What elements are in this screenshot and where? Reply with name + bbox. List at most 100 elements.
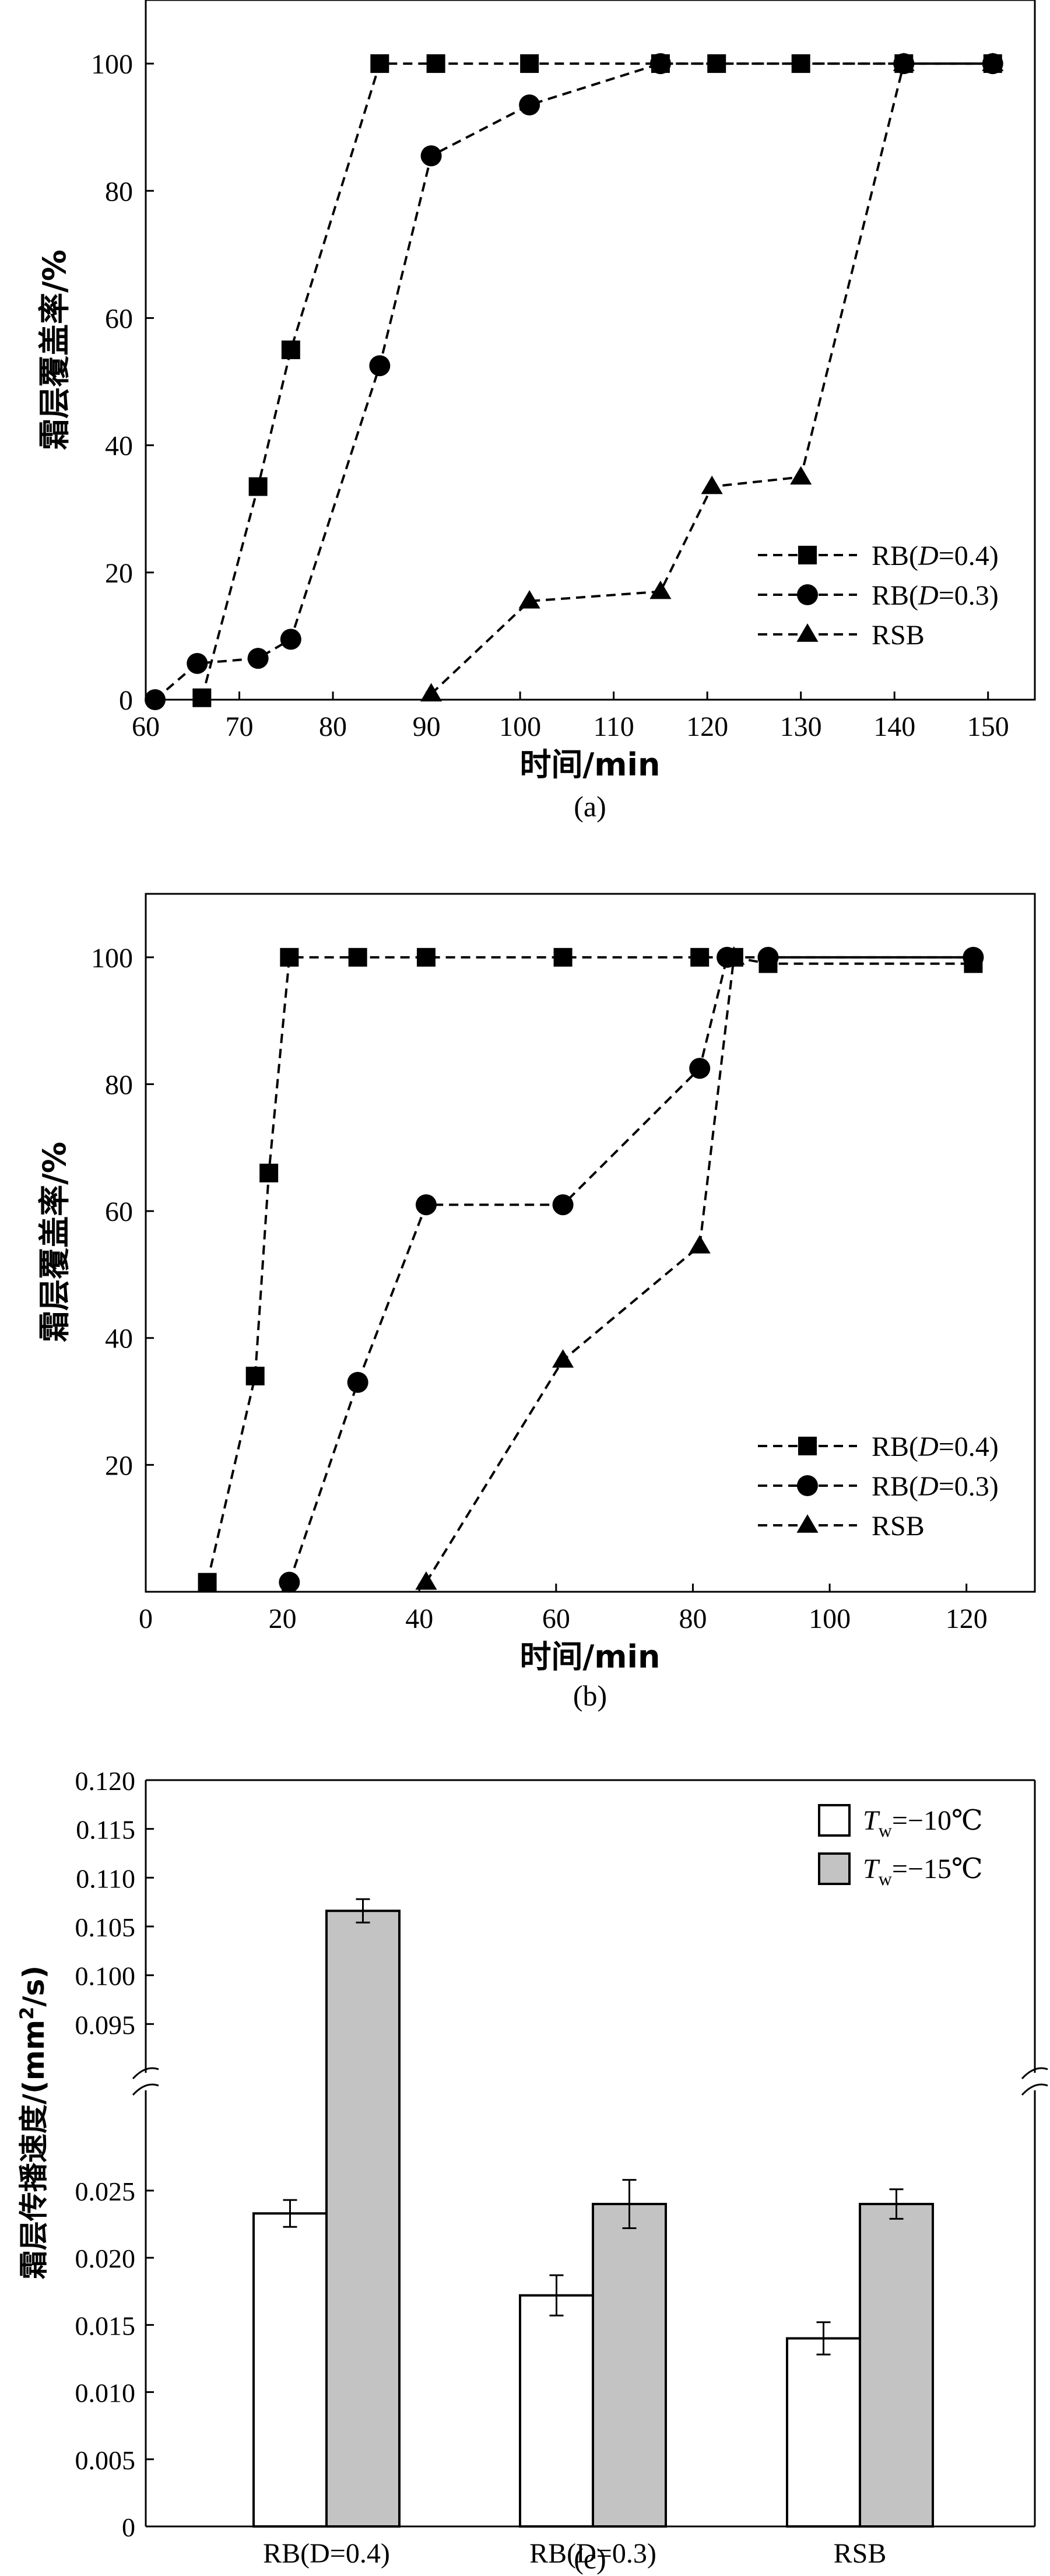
panel-a-legend: RB(D=0.4) RB(D=0.3) RSB xyxy=(758,541,999,651)
x-tick-label: RSB xyxy=(834,2538,887,2569)
panel-c-bars xyxy=(252,1898,934,2528)
data-point-triangle xyxy=(552,1349,574,1368)
data-point-square xyxy=(259,1163,279,1182)
axis-break-mark xyxy=(132,2067,159,2080)
legend-label-tw15: Tw=−15℃ xyxy=(863,1854,983,1889)
panel-a-x-axis-title: 时间/min xyxy=(520,746,661,783)
legend-label-square: RB(D=0.4) xyxy=(872,541,999,571)
data-point-circle xyxy=(552,1194,574,1216)
data-point-square xyxy=(198,1573,217,1592)
data-point-square xyxy=(791,54,810,73)
panel-a-label: (a) xyxy=(574,790,606,823)
y-tick-label: 20 xyxy=(105,1450,133,1481)
x-tick-label: 80 xyxy=(679,1603,707,1634)
panel-c-label: (c) xyxy=(574,2542,606,2575)
bar-tw-10 xyxy=(252,2212,328,2528)
legend-label-square: RB(D=0.4) xyxy=(872,1431,999,1462)
panel-b-label: (b) xyxy=(573,1679,607,1712)
panel-a-frame xyxy=(145,0,1036,701)
x-tick-label: 20 xyxy=(269,1603,297,1634)
y-tick-label: 60 xyxy=(105,1196,133,1227)
x-tick-label: RB(D=0.3) xyxy=(529,2538,656,2569)
y-tick-label: 0.115 xyxy=(76,1815,135,1845)
data-point-circle xyxy=(280,629,301,650)
data-point-triangle xyxy=(518,590,540,609)
data-point-circle xyxy=(649,53,671,75)
data-point-square xyxy=(192,688,212,707)
panel-b-y-axis-title: 霜层覆盖率/% xyxy=(36,1142,73,1342)
panel-a-y-axis-title: 霜层覆盖率/% xyxy=(36,250,73,450)
legend-marker-triangle xyxy=(796,623,819,642)
data-point-circle xyxy=(757,946,779,968)
data-point-square xyxy=(281,341,300,359)
y-tick-label: 0.020 xyxy=(75,2244,136,2273)
data-point-circle xyxy=(347,1371,368,1393)
x-tick-label: 60 xyxy=(132,711,160,742)
data-point-square xyxy=(520,54,539,73)
x-tick-label: 80 xyxy=(319,711,347,742)
bar-tw-10 xyxy=(519,2294,594,2528)
legend-swatch-tw10 xyxy=(818,1804,851,1837)
data-point-circle xyxy=(415,1194,437,1216)
data-point-triangle xyxy=(790,466,812,485)
data-point-circle xyxy=(279,1571,300,1593)
y-tick-label: 40 xyxy=(105,1324,133,1354)
panel-b-markers xyxy=(198,946,984,1593)
bar-tw-15 xyxy=(325,1910,401,2528)
data-point-square xyxy=(553,947,573,967)
x-tick-label: 120 xyxy=(946,1603,988,1634)
data-point-circle xyxy=(519,94,540,115)
data-point-triangle xyxy=(415,1571,437,1590)
legend-label-tw10: Tw=−10℃ xyxy=(863,1805,983,1841)
panel-a-chart: 0 20 40 60 80 100 60 70 80 90 100 110 120 130 140 150 霜… xyxy=(36,0,1036,823)
y-tick-label: 80 xyxy=(105,1069,133,1100)
panel-b-axis-ticks: 20 40 60 80 100 0 20 40 60 80 100 120 xyxy=(91,943,988,1634)
data-point-circle xyxy=(187,652,208,674)
data-point-circle xyxy=(689,1058,711,1079)
axis-break-mark xyxy=(1021,2083,1048,2096)
legend-marker-circle xyxy=(797,584,818,605)
panel-b-series-lines xyxy=(206,956,974,1583)
y-tick-label: 0.110 xyxy=(76,1863,135,1893)
x-tick-label: 120 xyxy=(686,711,728,742)
y-tick-label: 20 xyxy=(105,558,133,589)
axis-break-mark xyxy=(1021,2067,1048,2080)
legend-label-triangle: RSB xyxy=(872,1511,925,1542)
panel-a-series-lines xyxy=(154,62,993,701)
data-point-circle xyxy=(420,145,442,167)
panel-a-axis-ticks: 0 20 40 60 80 100 60 70 80 90 100 110 120 130 140 150 xyxy=(91,49,1009,742)
x-tick-label: 110 xyxy=(594,711,634,742)
data-point-triangle xyxy=(649,580,672,599)
data-point-triangle xyxy=(982,52,1004,71)
x-tick-label: 130 xyxy=(780,711,822,742)
x-tick-label: 90 xyxy=(413,711,441,742)
legend-marker-triangle xyxy=(796,1514,819,1533)
panel-a-markers xyxy=(145,52,1004,710)
y-tick-label: 0.105 xyxy=(75,1912,136,1942)
legend-marker-circle xyxy=(797,1475,818,1496)
data-point-square xyxy=(248,477,268,496)
data-point-triangle xyxy=(893,52,915,71)
bar-tw-15 xyxy=(859,2203,934,2528)
data-point-circle xyxy=(963,946,984,968)
legend-label-circle: RB(D=0.3) xyxy=(872,1471,999,1502)
data-point-square xyxy=(348,947,367,967)
y-tick-label: 100 xyxy=(91,49,133,80)
x-tick-label: 100 xyxy=(499,711,541,742)
bar-tw-10 xyxy=(786,2337,861,2528)
y-tick-label: 40 xyxy=(105,431,133,462)
data-point-triangle xyxy=(701,475,723,494)
x-tick-label: 150 xyxy=(967,711,1009,742)
data-point-circle xyxy=(369,355,391,377)
data-point-square xyxy=(707,54,726,73)
x-tick-label: 60 xyxy=(542,1603,570,1634)
panel-c-chart: 0 0.005 0.010 0.015 0.020 0.025 0.095 0.100 0.10… xyxy=(16,1766,1048,2575)
y-tick-label: 0.005 xyxy=(75,2445,136,2475)
data-point-square xyxy=(690,947,710,967)
x-tick-label: 40 xyxy=(405,1603,433,1634)
data-point-square xyxy=(370,54,389,73)
y-tick-label: 0.120 xyxy=(75,1766,136,1796)
data-point-square xyxy=(280,947,299,967)
y-tick-label: 0.010 xyxy=(75,2378,136,2408)
